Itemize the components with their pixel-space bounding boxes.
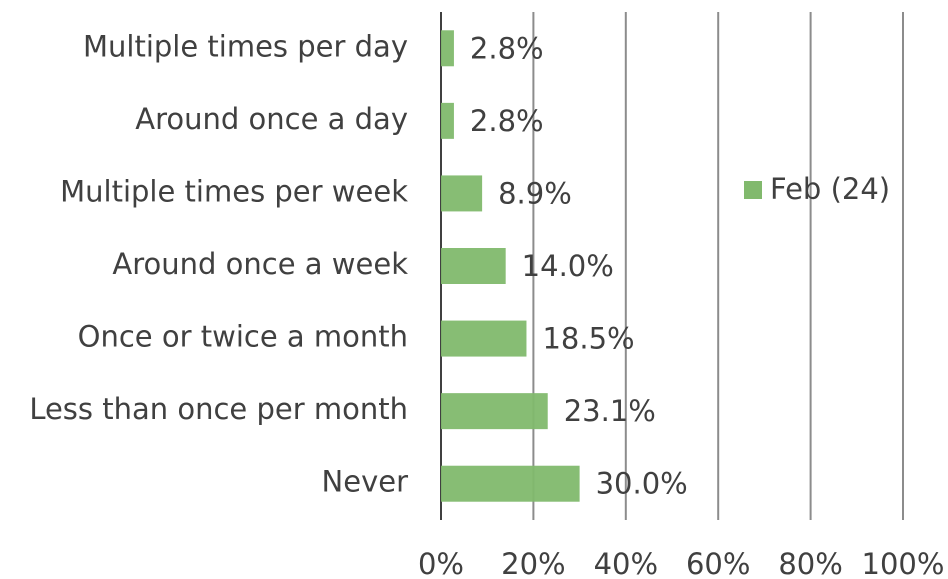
bar xyxy=(441,465,580,502)
x-tick-label: 80% xyxy=(778,547,842,579)
y-tick-label: Never xyxy=(322,465,409,499)
bar xyxy=(441,175,483,212)
y-tick-label: Around once a day xyxy=(135,102,408,136)
data-label: 2.8% xyxy=(470,31,544,65)
legend-swatch xyxy=(744,181,762,199)
x-tick-label: 0% xyxy=(418,547,464,579)
bar xyxy=(441,30,454,67)
bar xyxy=(441,393,548,430)
y-tick-label: Multiple times per day xyxy=(83,29,408,63)
legend-label: Feb (24) xyxy=(770,172,890,206)
data-label: 2.8% xyxy=(470,104,544,138)
y-tick-label: Around once a week xyxy=(112,247,408,281)
data-label: 14.0% xyxy=(522,249,614,283)
x-tick-label: 20% xyxy=(501,547,565,579)
y-tick-label: Multiple times per week xyxy=(60,174,408,208)
bar xyxy=(441,248,506,284)
y-tick-label: Once or twice a month xyxy=(78,320,408,354)
x-tick-label: 40% xyxy=(594,547,658,579)
x-tick-label: 100% xyxy=(862,547,945,579)
data-label: 18.5% xyxy=(542,322,634,356)
data-label: 30.0% xyxy=(596,467,688,501)
bar xyxy=(441,320,527,357)
x-tick-label: 60% xyxy=(686,547,750,579)
data-label: 8.9% xyxy=(498,176,572,210)
bar xyxy=(441,102,454,139)
y-tick-label: Less than once per month xyxy=(29,392,408,426)
data-label: 23.1% xyxy=(564,394,656,428)
